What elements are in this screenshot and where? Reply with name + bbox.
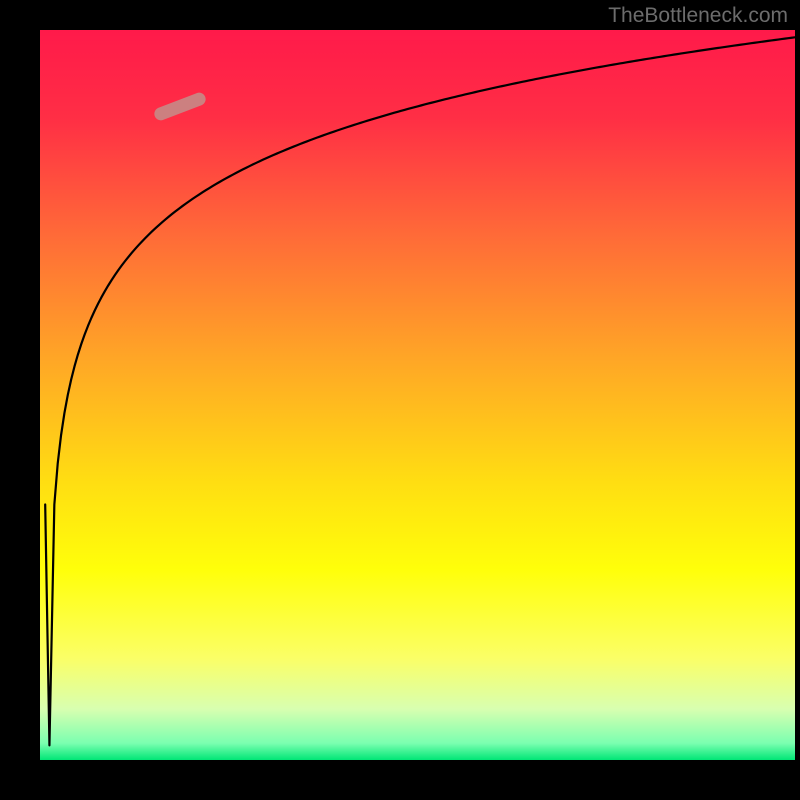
chart-container: TheBottleneck.com — [0, 0, 800, 800]
plot-area — [40, 30, 795, 760]
curve-path — [45, 37, 795, 745]
curve-layer — [40, 30, 795, 760]
watermark-text: TheBottleneck.com — [608, 4, 788, 28]
